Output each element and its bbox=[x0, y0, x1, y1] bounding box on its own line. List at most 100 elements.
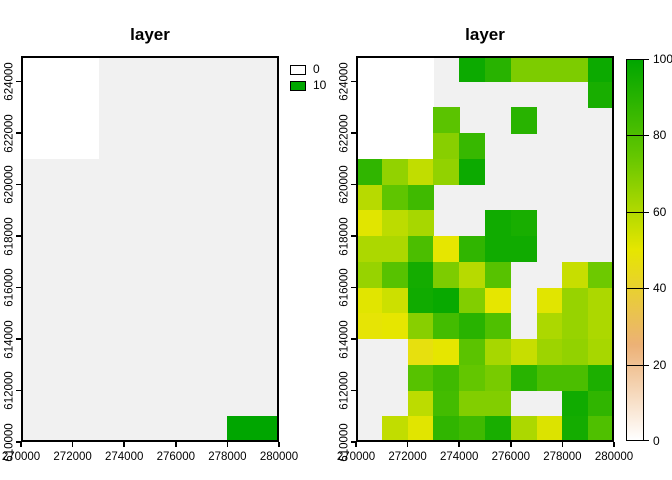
raster-cell bbox=[510, 56, 537, 83]
colorbar-tick-label: 40 bbox=[653, 281, 667, 296]
raster-cell bbox=[485, 364, 512, 391]
x-tick-label: 272000 bbox=[388, 451, 427, 463]
raster-cell bbox=[459, 56, 486, 83]
raster-cell bbox=[407, 56, 434, 83]
x-axis-tick bbox=[20, 442, 22, 447]
raster-cell bbox=[433, 133, 460, 160]
y-axis-tick bbox=[351, 132, 356, 134]
raster-cell bbox=[381, 287, 408, 314]
raster-cell bbox=[381, 261, 408, 288]
raster-cell bbox=[407, 313, 434, 340]
raster-cell bbox=[536, 287, 563, 314]
raster-cell bbox=[72, 81, 99, 108]
raster-cell bbox=[381, 81, 408, 108]
colorbar-tick-label: 80 bbox=[653, 128, 667, 143]
x-tick-label: 278000 bbox=[208, 451, 247, 463]
raster-cell bbox=[356, 81, 383, 108]
colorbar-gradient bbox=[626, 59, 644, 441]
raster-cell bbox=[356, 56, 383, 83]
y-axis-tick bbox=[351, 338, 356, 340]
raster-cell bbox=[356, 261, 383, 288]
raster-cell bbox=[433, 107, 460, 134]
raster-cell bbox=[253, 416, 280, 443]
x-tick-label: 278000 bbox=[543, 451, 582, 463]
colorbar-tick-label: 100 bbox=[653, 52, 672, 66]
raster-cell bbox=[459, 287, 486, 314]
raster-cell bbox=[562, 261, 589, 288]
left-plot-title: layer bbox=[130, 25, 170, 44]
y-axis-tick bbox=[351, 80, 356, 83]
colorbar-tick-label: 60 bbox=[653, 204, 667, 219]
colorbar-tick bbox=[626, 135, 649, 137]
raster-cell bbox=[407, 390, 434, 417]
y-axis-tick bbox=[351, 235, 356, 237]
raster-cell bbox=[21, 56, 48, 83]
y-tick-label: 624000 bbox=[338, 62, 351, 101]
raster-cell bbox=[407, 158, 434, 186]
y-tick-label: 614000 bbox=[338, 319, 351, 359]
raster-cell bbox=[407, 184, 434, 211]
y-axis-tick bbox=[16, 235, 21, 237]
raster-cell bbox=[510, 210, 537, 237]
raster-cell bbox=[72, 56, 99, 83]
raster-cell bbox=[485, 390, 512, 417]
y-axis-tick bbox=[16, 441, 21, 443]
raster-cell bbox=[407, 261, 434, 288]
x-axis-tick bbox=[510, 442, 512, 447]
raster-cell bbox=[562, 313, 589, 340]
x-axis-tick bbox=[458, 442, 460, 447]
raster-cell bbox=[356, 287, 383, 314]
raster-cell bbox=[588, 81, 615, 108]
raster-cell bbox=[407, 81, 434, 108]
raster-cell bbox=[562, 364, 589, 391]
raster-cell bbox=[407, 339, 434, 366]
raster-cell bbox=[407, 416, 434, 443]
raster-cell bbox=[485, 313, 512, 340]
x-tick-label: 280000 bbox=[594, 451, 634, 463]
raster-cell bbox=[588, 364, 615, 391]
colorbar-tick bbox=[626, 59, 649, 60]
x-axis-tick bbox=[406, 442, 409, 447]
raster-cell bbox=[485, 416, 512, 443]
raster-cell bbox=[588, 390, 615, 417]
raster-cell bbox=[381, 313, 408, 340]
y-axis-tick bbox=[16, 132, 21, 134]
raster-cell bbox=[433, 313, 460, 340]
y-axis-tick bbox=[16, 286, 21, 289]
x-axis-tick bbox=[613, 442, 615, 447]
raster-cell bbox=[588, 416, 615, 443]
raster-cell bbox=[407, 210, 434, 237]
colorbar-tick bbox=[626, 211, 649, 213]
x-axis-tick bbox=[561, 442, 564, 447]
raster-cell bbox=[356, 158, 383, 186]
raster-cell bbox=[510, 107, 537, 134]
raster-cell bbox=[536, 416, 563, 443]
colorbar-tick bbox=[626, 440, 649, 441]
raster-cell bbox=[459, 364, 486, 391]
x-tick-label: 274000 bbox=[440, 451, 479, 463]
legend-swatch bbox=[290, 65, 306, 75]
legend-label: 0 bbox=[313, 62, 320, 76]
raster-cell bbox=[510, 339, 537, 366]
raster-cell bbox=[536, 313, 563, 340]
raster-cell bbox=[459, 416, 486, 443]
raster-cell bbox=[356, 313, 383, 340]
x-tick-label: 280000 bbox=[259, 451, 299, 463]
raster-cell bbox=[381, 210, 408, 237]
raster-cell bbox=[356, 107, 383, 134]
x-axis-tick bbox=[71, 442, 74, 447]
raster-cell bbox=[381, 133, 408, 160]
raster-cell bbox=[562, 339, 589, 366]
y-axis-tick bbox=[16, 338, 21, 340]
raster-cell bbox=[72, 133, 99, 160]
x-axis-tick bbox=[123, 442, 125, 447]
y-tick-label: 618000 bbox=[338, 216, 351, 256]
x-axis-tick bbox=[278, 442, 280, 447]
raster-cell bbox=[536, 364, 563, 391]
y-tick-label: 622000 bbox=[338, 114, 351, 153]
raster-cell bbox=[433, 416, 460, 443]
raster-cell bbox=[562, 287, 589, 314]
raster-cell bbox=[433, 390, 460, 417]
raster-cell bbox=[21, 107, 48, 134]
